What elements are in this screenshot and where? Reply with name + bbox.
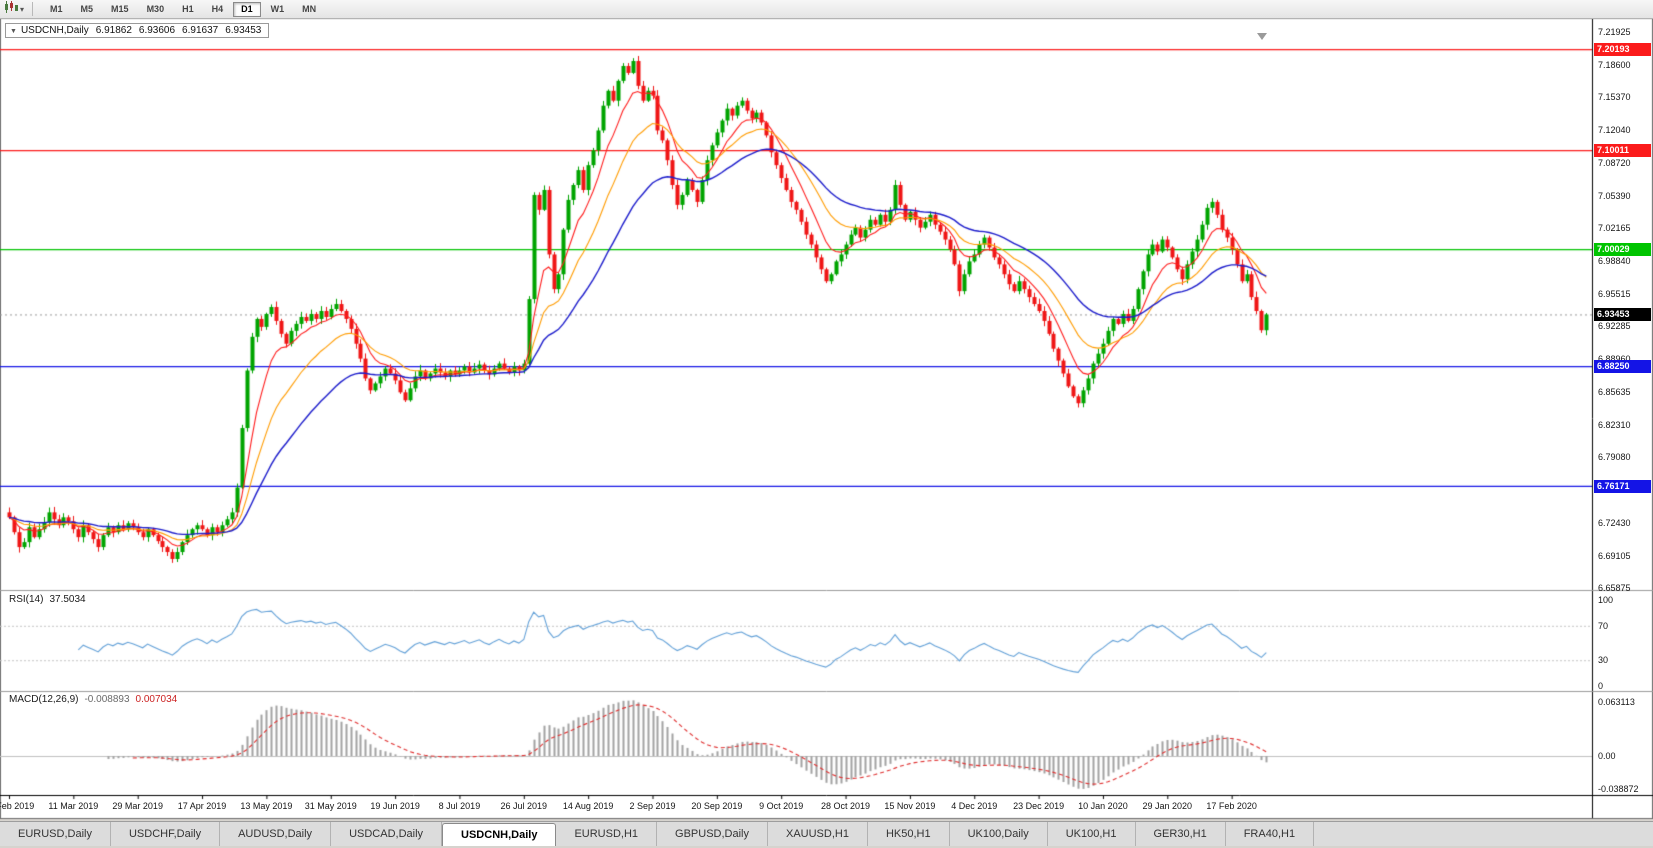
collapse-chart-icon[interactable]: ▼ [10, 28, 17, 35]
rsi-current-value: 37.5034 [49, 594, 86, 605]
ohlc-open-value: 6.91862 [95, 25, 132, 36]
date-axis-label: 17 Apr 2019 [177, 801, 227, 811]
timeframe-buttons-group: M1 M5 M15 M30 H1 H4 D1 W1 MN [37, 0, 329, 18]
timeframe-m30-button[interactable]: M30 [146, 3, 165, 14]
resistance-line-lower-price-tag[interactable]: 7.10011 [1594, 144, 1651, 158]
ohlc-high-value: 6.93606 [138, 25, 176, 36]
support-line-lower-price-tag[interactable]: 6.76171 [1594, 479, 1651, 493]
toolbar-separator [32, 2, 34, 16]
date-axis-label: 26 Jul 2019 [500, 801, 548, 811]
macd-pane-label: MACD(12,26,9) -0.008893 0.007034 [7, 694, 180, 705]
price-axis-tick: 6.85635 [1598, 386, 1631, 397]
chart-shift-marker-icon[interactable] [1257, 33, 1267, 40]
ohlc-low-value: 6.91637 [182, 25, 219, 36]
rsi-axis-tick: 30 [1598, 655, 1609, 666]
macd-signal-value: 0.007034 [135, 694, 178, 705]
tab-usdcnh-daily[interactable]: USDCNH,Daily [442, 823, 557, 846]
symbol-period-label: USDCNH,Daily [20, 25, 89, 36]
date-axis-label: 23 Dec 2019 [1013, 801, 1065, 811]
macd-axis-tick: 0.00 [1598, 751, 1616, 761]
date-axis-label: 4 Dec 2019 [951, 801, 998, 811]
price-axis-tick: 6.79080 [1598, 452, 1631, 462]
date-axis-label: 2 Sep 2019 [629, 801, 676, 811]
resistance-line-upper-price-tag[interactable]: 7.20193 [1594, 43, 1651, 57]
price-axis-tick: 6.69105 [1598, 550, 1631, 561]
candlestick-chart-icon[interactable] [4, 0, 18, 18]
ohlc-close-value: 6.93453 [225, 25, 262, 36]
price-axis-tick: 6.72430 [1598, 517, 1631, 528]
date-axis-label: 11 Mar 2019 [48, 801, 99, 811]
timeframe-m15-button[interactable]: M15 [111, 3, 129, 14]
macd-axis-tick: -0.038872 [1598, 784, 1639, 795]
price-axis-tick: 7.08720 [1598, 157, 1631, 168]
timeframe-toolbar: ▾ M1 M5 M15 M30 H1 H4 D1 W1 MN [0, 0, 1653, 19]
price-axis-tick: 7.18600 [1598, 59, 1631, 70]
tab-usdcad-daily[interactable]: USDCAD,Daily [331, 822, 443, 846]
macd-main-value: -0.008893 [84, 694, 130, 705]
price-axis-tick: 7.05390 [1598, 191, 1631, 202]
date-axis-label: 20 Sep 2019 [691, 801, 743, 811]
tab-gbpusd-daily[interactable]: GBPUSD,Daily [657, 822, 768, 846]
timeframe-w1-button[interactable]: W1 [270, 3, 285, 14]
date-axis-label: 17 Feb 2020 [1206, 801, 1257, 811]
price-axis-tick: 6.92285 [1598, 321, 1631, 332]
date-axis-label: 8 Jul 2019 [438, 801, 481, 811]
chart-tabs-bar: EURUSD,Daily USDCHF,Daily AUDUSD,Daily USDC… [0, 821, 1653, 846]
timeframe-h1-button[interactable]: H1 [182, 3, 194, 14]
tab-uk100-h1[interactable]: UK100,H1 [1048, 822, 1136, 846]
chart-title-bar: ▼ USDCNH,Daily 6.91862 6.93606 6.91637 6.9345… [5, 23, 270, 38]
date-axis-label: 13 May 2019 [240, 801, 293, 811]
tab-usdchf-daily[interactable]: USDCHF,Daily [111, 822, 221, 846]
tab-xauusd-h1[interactable]: XAUUSD,H1 [768, 822, 868, 846]
timeframe-m5-button[interactable]: M5 [80, 3, 94, 14]
price-axis-tick: 6.82310 [1598, 419, 1631, 430]
rsi-axis-tick: 70 [1598, 620, 1609, 631]
price-axis-tick: 7.02165 [1598, 223, 1631, 233]
macd-axis-tick: 0.063113 [1598, 697, 1635, 708]
date-axis-label: 28 Oct 2019 [821, 801, 871, 811]
rsi-pane-label: RSI(14) 37.5034 [7, 594, 88, 605]
chart-tools-group: ▾ [0, 0, 28, 18]
macd-indicator-name: MACD(12,26,9) [9, 694, 79, 705]
timeframe-m1-button[interactable]: M1 [50, 3, 63, 14]
date-axis-label: 10 Jan 2020 [1078, 801, 1128, 811]
rsi-axis-tick: 100 [1598, 595, 1614, 605]
tab-ger30-h1[interactable]: GER30,H1 [1136, 822, 1226, 846]
price-axis-tick: 6.65875 [1598, 583, 1631, 593]
tab-eurusd-h1[interactable]: EURUSD,H1 [556, 822, 658, 846]
support-line-upper-price-tag[interactable]: 6.88250 [1594, 360, 1651, 374]
tab-audusd-daily[interactable]: AUDUSD,Daily [220, 822, 332, 846]
price-axis-tick: 7.21925 [1598, 27, 1631, 37]
price-axis-tick: 7.12040 [1598, 125, 1631, 136]
price-axis-tick: 6.95515 [1598, 288, 1631, 299]
price-axis-tick: 7.15370 [1598, 92, 1631, 103]
chart-type-dropdown-caret-icon[interactable]: ▾ [20, 4, 25, 14]
timeframe-d1-button[interactable]: D1 [233, 1, 261, 17]
tab-fra40-h1[interactable]: FRA40,H1 [1226, 822, 1315, 846]
price-axis-tick: 6.98840 [1598, 255, 1631, 266]
date-axis-label: 15 Nov 2019 [884, 801, 936, 811]
timeframe-h4-button[interactable]: H4 [211, 3, 224, 14]
date-axis-label: 20 Feb 2019 [0, 801, 35, 811]
rsi-axis-tick: 0 [1598, 681, 1604, 691]
pivot-line-price-tag[interactable]: 7.00029 [1594, 243, 1651, 257]
tab-hk50-h1[interactable]: HK50,H1 [868, 822, 950, 846]
date-axis-label: 29 Mar 2019 [112, 801, 163, 811]
tab-eurusd-daily[interactable]: EURUSD,Daily [0, 822, 111, 846]
date-axis-label: 19 Jun 2019 [370, 801, 420, 811]
tab-uk100-daily[interactable]: UK100,Daily [950, 822, 1048, 846]
current-price-tag: 6.93453 [1594, 308, 1651, 322]
date-axis-label: 31 May 2019 [304, 801, 357, 811]
date-axis-label: 14 Aug 2019 [562, 801, 614, 811]
rsi-indicator-name: RSI(14) [9, 594, 44, 605]
timeframe-mn-button[interactable]: MN [302, 3, 317, 14]
date-axis-label: 29 Jan 2020 [1142, 801, 1193, 811]
price-axis-tick: 6.88960 [1598, 354, 1631, 364]
date-axis-label: 9 Oct 2019 [759, 801, 804, 811]
